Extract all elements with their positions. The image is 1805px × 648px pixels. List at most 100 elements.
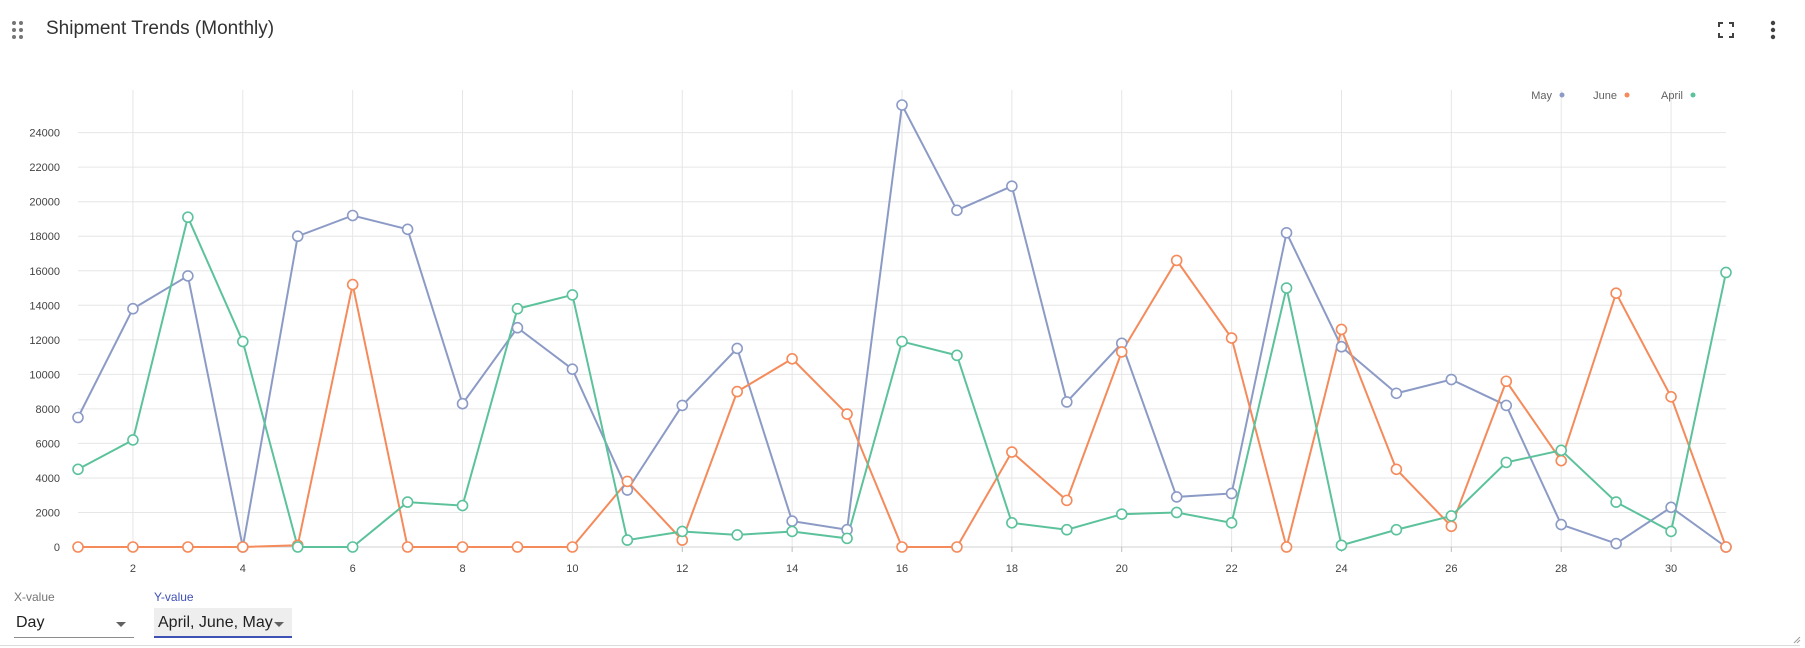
y-tick-label: 12000 xyxy=(29,335,60,347)
fullscreen-button[interactable] xyxy=(1713,17,1739,43)
data-point-june xyxy=(1280,541,1293,553)
x-tick-label: 4 xyxy=(240,563,246,575)
data-point-may xyxy=(1335,340,1348,353)
data-point-april xyxy=(1170,506,1183,519)
data-point-june xyxy=(1610,287,1622,299)
y-tick-label: 22000 xyxy=(29,162,60,174)
more-options-button[interactable] xyxy=(1760,17,1786,43)
data-point-april xyxy=(1390,523,1403,536)
data-point-may xyxy=(1280,226,1293,239)
x-value-dropdown[interactable]: Day xyxy=(14,608,134,638)
data-point-april xyxy=(1720,266,1732,279)
y-tick-label: 6000 xyxy=(36,438,60,450)
data-point-june xyxy=(1006,446,1018,458)
resize-handle-icon[interactable] xyxy=(1793,636,1801,644)
data-point-april xyxy=(1115,508,1128,520)
y-tick-label: 4000 xyxy=(36,473,60,485)
data-point-may xyxy=(1665,501,1677,514)
data-point-april xyxy=(1610,496,1622,508)
data-point-june xyxy=(731,385,744,398)
data-point-april xyxy=(346,541,359,553)
data-point-april xyxy=(72,463,84,476)
x-tick-label: 12 xyxy=(676,563,688,575)
data-point-may xyxy=(72,411,84,424)
data-point-may xyxy=(1006,180,1018,192)
x-tick-label: 26 xyxy=(1445,563,1457,575)
y-tick-label: 24000 xyxy=(29,128,60,140)
widget-header: Shipment Trends (Monthly) xyxy=(0,0,1805,60)
data-point-june xyxy=(951,541,963,553)
legend-marker-may xyxy=(1559,92,1565,98)
data-point-june xyxy=(401,541,414,553)
data-point-may xyxy=(401,223,414,236)
data-point-april xyxy=(291,541,304,553)
data-point-june xyxy=(1335,323,1348,336)
data-point-june xyxy=(1500,375,1513,388)
data-point-june xyxy=(786,353,798,365)
data-point-may xyxy=(127,302,139,315)
data-point-june xyxy=(1115,346,1128,358)
data-point-april xyxy=(786,525,798,538)
data-point-june xyxy=(511,541,524,553)
drag-handle-icon[interactable] xyxy=(12,21,26,39)
data-point-april xyxy=(1225,517,1238,529)
y-tick-label: 10000 xyxy=(29,369,60,381)
data-point-june xyxy=(1445,520,1458,533)
y-tick-label: 16000 xyxy=(29,266,60,278)
data-point-april xyxy=(127,434,139,446)
data-point-may xyxy=(1555,518,1567,531)
data-point-april xyxy=(841,532,853,545)
data-point-april xyxy=(1445,510,1458,522)
x-tick-label: 10 xyxy=(566,563,578,575)
data-point-april xyxy=(676,525,689,538)
dropdown-arrow-icon xyxy=(274,622,284,627)
x-value-label: X-value xyxy=(14,590,55,604)
data-point-april xyxy=(731,529,744,541)
x-tick-label: 20 xyxy=(1116,563,1128,575)
y-value-selected: April, June, May xyxy=(158,614,273,631)
dropdown-arrow-icon xyxy=(116,622,126,627)
data-point-june xyxy=(346,278,359,291)
data-point-april xyxy=(621,534,634,546)
data-point-may xyxy=(566,363,579,375)
data-point-april xyxy=(1555,444,1567,457)
data-point-june xyxy=(237,541,249,553)
data-point-april xyxy=(237,335,249,348)
x-tick-label: 30 xyxy=(1665,563,1677,575)
y-value-selector[interactable]: Y-value April, June, May xyxy=(154,590,292,638)
data-point-june xyxy=(1665,390,1677,403)
fullscreen-icon xyxy=(1718,22,1734,38)
data-point-may xyxy=(1500,399,1513,412)
legend-marker-april xyxy=(1690,92,1696,98)
data-point-april xyxy=(1500,456,1513,469)
legend-label-june: June xyxy=(1593,90,1617,102)
x-tick-label: 18 xyxy=(1006,563,1018,575)
data-point-june xyxy=(72,541,84,553)
data-point-may xyxy=(731,342,744,355)
data-point-may xyxy=(676,399,689,412)
x-tick-label: 16 xyxy=(896,563,908,575)
y-value-label: Y-value xyxy=(154,590,194,604)
data-point-april xyxy=(1061,523,1073,536)
data-point-june xyxy=(1061,494,1073,507)
data-point-april xyxy=(511,302,524,315)
data-point-may xyxy=(1445,373,1458,386)
widget-border xyxy=(0,645,1800,646)
y-value-dropdown[interactable]: April, June, May xyxy=(154,608,292,638)
more-vert-icon xyxy=(1770,20,1776,40)
data-point-april xyxy=(456,499,469,512)
x-tick-label: 22 xyxy=(1225,563,1237,575)
data-point-may xyxy=(896,99,908,111)
data-point-june xyxy=(127,541,139,553)
x-value-selector[interactable]: X-value Day xyxy=(14,590,134,638)
data-point-june xyxy=(621,475,634,488)
data-point-may xyxy=(1170,491,1183,503)
data-point-june xyxy=(1225,332,1238,344)
data-point-june xyxy=(182,541,194,553)
data-point-may xyxy=(1390,387,1403,400)
y-tick-label: 2000 xyxy=(36,507,60,519)
data-point-april xyxy=(566,289,579,301)
y-tick-label: 18000 xyxy=(29,231,60,243)
y-tick-label: 8000 xyxy=(36,404,60,416)
y-tick-label: 0 xyxy=(54,542,60,554)
